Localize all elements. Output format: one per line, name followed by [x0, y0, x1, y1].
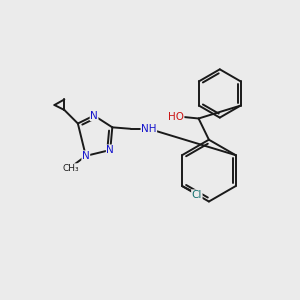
Text: Cl: Cl [192, 190, 202, 200]
Text: N: N [106, 145, 114, 155]
Text: N: N [90, 110, 98, 121]
Text: CH₃: CH₃ [62, 164, 79, 173]
Text: NH: NH [141, 124, 157, 134]
Text: N: N [82, 151, 90, 161]
Text: HO: HO [168, 112, 184, 122]
